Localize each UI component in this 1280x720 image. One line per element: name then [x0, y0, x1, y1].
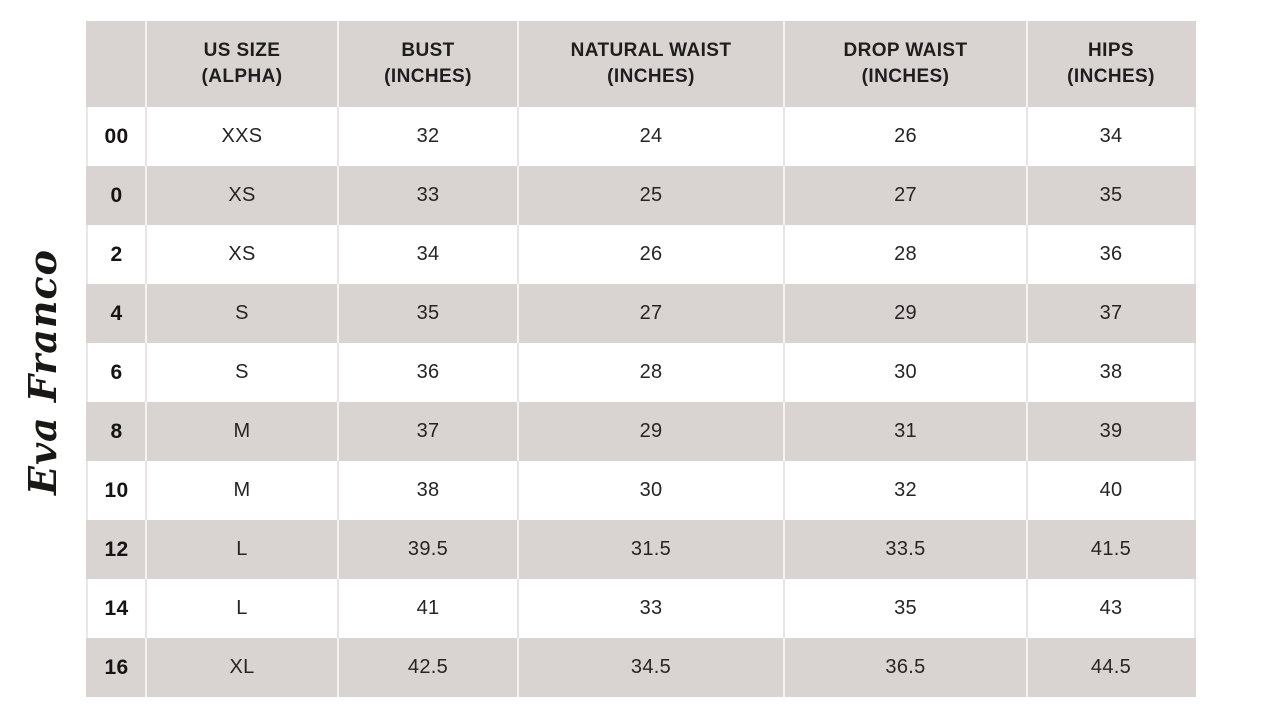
- bust-cell: 42.5: [337, 638, 517, 697]
- us-size-cell: 10: [86, 461, 145, 520]
- us-size-cell: 0: [86, 166, 145, 225]
- alpha-size-cell: L: [145, 579, 337, 638]
- natural-waist-cell: 28: [517, 343, 783, 402]
- us-size-cell: 6: [86, 343, 145, 402]
- size-table-body: 00 XXS 32 24 26 34 0 XS 33 25 27 35 2 XS…: [86, 107, 1196, 697]
- us-size-cell: 14: [86, 579, 145, 638]
- hips-cell: 35: [1026, 166, 1196, 225]
- col-header-us-size-alpha: US SIZE (ALPHA): [145, 21, 337, 107]
- table-row: 14 L 41 33 35 43: [86, 579, 1196, 638]
- natural-waist-cell: 26: [517, 225, 783, 284]
- alpha-size-cell: S: [145, 284, 337, 343]
- bust-cell: 36: [337, 343, 517, 402]
- us-size-cell: 4: [86, 284, 145, 343]
- hips-cell: 41.5: [1026, 520, 1196, 579]
- hips-cell: 36: [1026, 225, 1196, 284]
- drop-waist-cell: 30: [783, 343, 1026, 402]
- drop-waist-cell: 28: [783, 225, 1026, 284]
- alpha-size-cell: XS: [145, 166, 337, 225]
- natural-waist-cell: 30: [517, 461, 783, 520]
- alpha-size-cell: M: [145, 402, 337, 461]
- drop-waist-cell: 31: [783, 402, 1026, 461]
- drop-waist-cell: 27: [783, 166, 1026, 225]
- table-row: 2 XS 34 26 28 36: [86, 225, 1196, 284]
- us-size-cell: 8: [86, 402, 145, 461]
- bust-cell: 37: [337, 402, 517, 461]
- hips-cell: 34: [1026, 107, 1196, 166]
- natural-waist-cell: 33: [517, 579, 783, 638]
- bust-cell: 35: [337, 284, 517, 343]
- alpha-size-cell: S: [145, 343, 337, 402]
- bust-cell: 34: [337, 225, 517, 284]
- bust-cell: 38: [337, 461, 517, 520]
- hips-cell: 43: [1026, 579, 1196, 638]
- col-header-natural-waist: NATURAL WAIST (INCHES): [517, 21, 783, 107]
- table-row: 00 XXS 32 24 26 34: [86, 107, 1196, 166]
- us-size-cell: 00: [86, 107, 145, 166]
- natural-waist-cell: 24: [517, 107, 783, 166]
- alpha-size-cell: XL: [145, 638, 337, 697]
- table-row: 16 XL 42.5 34.5 36.5 44.5: [86, 638, 1196, 697]
- drop-waist-cell: 29: [783, 284, 1026, 343]
- brand-logo: Eva Franco: [19, 249, 65, 495]
- bust-cell: 41: [337, 579, 517, 638]
- drop-waist-cell: 32: [783, 461, 1026, 520]
- natural-waist-cell: 34.5: [517, 638, 783, 697]
- table-row: 0 XS 33 25 27 35: [86, 166, 1196, 225]
- hips-cell: 39: [1026, 402, 1196, 461]
- col-header-hips: HIPS (INCHES): [1026, 21, 1196, 107]
- natural-waist-cell: 31.5: [517, 520, 783, 579]
- alpha-size-cell: XXS: [145, 107, 337, 166]
- header-row: US SIZE (ALPHA) BUST (INCHES) NATURAL WA…: [86, 21, 1196, 107]
- bust-cell: 39.5: [337, 520, 517, 579]
- hips-cell: 37: [1026, 284, 1196, 343]
- natural-waist-cell: 29: [517, 402, 783, 461]
- us-size-cell: 16: [86, 638, 145, 697]
- drop-waist-cell: 35: [783, 579, 1026, 638]
- bust-cell: 32: [337, 107, 517, 166]
- table-row: 4 S 35 27 29 37: [86, 284, 1196, 343]
- table-row: 8 M 37 29 31 39: [86, 402, 1196, 461]
- alpha-size-cell: L: [145, 520, 337, 579]
- hips-cell: 44.5: [1026, 638, 1196, 697]
- natural-waist-cell: 25: [517, 166, 783, 225]
- hips-cell: 38: [1026, 343, 1196, 402]
- table-row: 12 L 39.5 31.5 33.5 41.5: [86, 520, 1196, 579]
- alpha-size-cell: XS: [145, 225, 337, 284]
- size-chart-table: US SIZE (ALPHA) BUST (INCHES) NATURAL WA…: [86, 21, 1196, 697]
- alpha-size-cell: M: [145, 461, 337, 520]
- table-row: 6 S 36 28 30 38: [86, 343, 1196, 402]
- col-header-drop-waist: DROP WAIST (INCHES): [783, 21, 1026, 107]
- col-header-bust: BUST (INCHES): [337, 21, 517, 107]
- hips-cell: 40: [1026, 461, 1196, 520]
- drop-waist-cell: 26: [783, 107, 1026, 166]
- natural-waist-cell: 27: [517, 284, 783, 343]
- drop-waist-cell: 36.5: [783, 638, 1026, 697]
- us-size-cell: 2: [86, 225, 145, 284]
- bust-cell: 33: [337, 166, 517, 225]
- table-row: 10 M 38 30 32 40: [86, 461, 1196, 520]
- corner-cell: [86, 21, 145, 107]
- drop-waist-cell: 33.5: [783, 520, 1026, 579]
- us-size-cell: 12: [86, 520, 145, 579]
